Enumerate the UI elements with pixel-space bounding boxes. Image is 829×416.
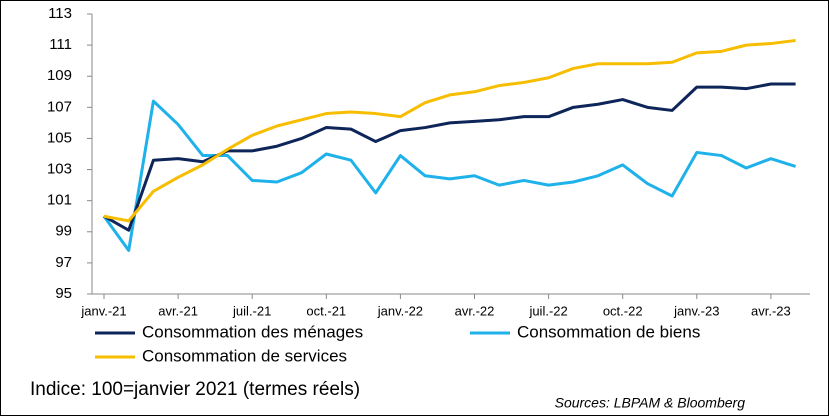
x-tick-label: janv.-23 (673, 303, 719, 318)
y-tick-label: 105 (47, 129, 72, 146)
y-tick-label: 113 (48, 5, 72, 22)
series-line (103, 38, 796, 223)
x-tick-label: oct.-21 (306, 303, 346, 318)
y-tick-label: 103 (47, 161, 72, 178)
x-tick-label: juil.-21 (232, 303, 271, 318)
x-tick-label: janv.-22 (377, 303, 423, 318)
y-tick-label: 111 (49, 36, 72, 53)
y-tick-label: 95 (55, 285, 72, 302)
x-tick-label: avr.-21 (158, 303, 198, 318)
x-tick-label: juil.-22 (528, 303, 567, 318)
y-tick-label: 101 (47, 192, 72, 209)
legend-label: Consommation des ménages (142, 322, 363, 341)
source: Sources: LBPAM & Bloomberg (555, 395, 746, 411)
x-tick-label: oct.-22 (603, 303, 643, 318)
y-tick-label: 97 (55, 254, 72, 271)
x-tick-label: avr.-23 (751, 303, 791, 318)
y-tick-label: 99 (55, 223, 72, 240)
y-tick-label: 107 (47, 98, 72, 115)
x-tick-label: avr.-22 (455, 303, 495, 318)
x-tick-label: janv.-21 (80, 303, 126, 318)
note: Indice: 100=janvier 2021 (termes réels) (30, 379, 360, 400)
legend-label: Consommation de services (142, 346, 347, 365)
y-tick-label: 109 (47, 67, 72, 84)
legend-label: Consommation de biens (517, 322, 700, 341)
